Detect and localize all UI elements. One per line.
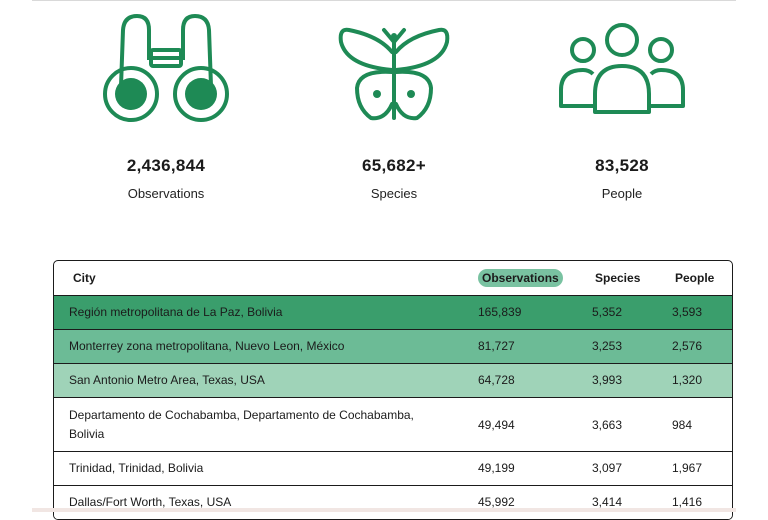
cell-observations: 81,727: [478, 339, 515, 353]
cell-people: 1,416: [672, 495, 703, 509]
cell-city-line2: Bolivia: [69, 427, 105, 441]
cities-table: City Observations Species People Región …: [53, 260, 733, 520]
table-row[interactable]: Monterrey zona metropolitana, Nuevo Leon…: [54, 329, 732, 363]
cell-people: 1,320: [672, 373, 703, 387]
stat-species: 65,682+ Species: [319, 8, 469, 201]
stat-people: 83,528 People: [547, 8, 697, 201]
cell-city: San Antonio Metro Area, Texas, USA: [69, 373, 265, 387]
cell-species: 3,663: [592, 418, 623, 432]
stat-observations: 2,436,844 Observations: [91, 8, 241, 201]
top-divider: [32, 0, 736, 1]
header-people[interactable]: People: [675, 271, 715, 285]
cell-observations: 45,992: [478, 495, 515, 509]
header-city[interactable]: City: [73, 271, 96, 285]
table-row[interactable]: Trinidad, Trinidad, Bolivia 49,199 3,097…: [54, 451, 732, 485]
cell-species: 3,253: [592, 339, 623, 353]
stat-label: Observations: [127, 186, 205, 201]
cell-city: Región metropolitana de La Paz, Bolivia: [69, 305, 283, 319]
people-icon: [559, 23, 685, 114]
stat-label: Species: [370, 186, 418, 201]
table-row[interactable]: Dallas/Fort Worth, Texas, USA 45,992 3,4…: [54, 485, 732, 519]
cell-species: 3,414: [592, 495, 623, 509]
cell-city: Monterrey zona metropolitana, Nuevo Leon…: [69, 339, 345, 353]
stat-value: 65,682+: [361, 156, 427, 175]
stat-label: People: [601, 186, 643, 201]
cell-observations: 49,494: [478, 418, 515, 432]
cell-observations: 165,839: [478, 305, 522, 319]
table-row[interactable]: Región metropolitana de La Paz, Bolivia …: [54, 295, 732, 329]
header-observations[interactable]: Observations: [478, 269, 563, 287]
binoculars-icon: [103, 14, 229, 122]
cell-city: Trinidad, Trinidad, Bolivia: [69, 461, 204, 475]
table-row[interactable]: Departamento de Cochabamba, Departamento…: [54, 397, 732, 451]
cell-city: Dallas/Fort Worth, Texas, USA: [69, 495, 232, 509]
cell-species: 5,352: [592, 305, 623, 319]
header-species[interactable]: Species: [595, 271, 641, 285]
cell-people: 3,593: [672, 305, 703, 319]
table-header: City Observations Species People: [54, 261, 732, 295]
cell-observations: 49,199: [478, 461, 515, 475]
table-row[interactable]: San Antonio Metro Area, Texas, USA 64,72…: [54, 363, 732, 397]
stat-value: 83,528: [595, 156, 649, 175]
cell-observations: 64,728: [478, 373, 515, 387]
cell-people: 2,576: [672, 339, 703, 353]
cell-species: 3,993: [592, 373, 623, 387]
cell-city-line1: Departamento de Cochabamba, Departamento…: [69, 408, 414, 422]
cell-species: 3,097: [592, 461, 623, 475]
cell-people: 984: [672, 418, 693, 432]
bottom-edge: [32, 508, 736, 512]
stat-value: 2,436,844: [126, 156, 206, 175]
butterfly-icon: [338, 27, 450, 121]
cell-people: 1,967: [672, 461, 703, 475]
